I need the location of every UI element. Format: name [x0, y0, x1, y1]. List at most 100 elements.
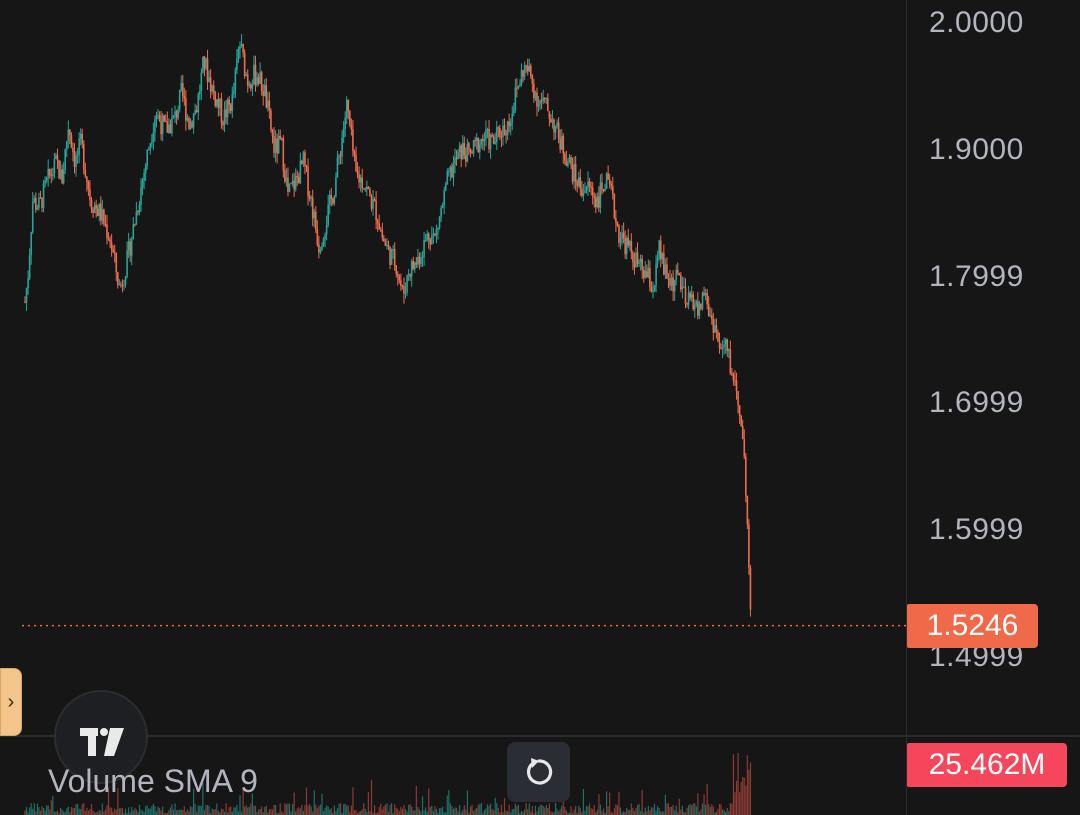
candle-body — [367, 186, 370, 189]
volume-bar — [530, 811, 532, 815]
candle-body — [536, 92, 538, 107]
candle-body — [362, 188, 365, 190]
volume-bar — [706, 783, 708, 815]
volume-bar — [53, 811, 55, 815]
volume-bar — [123, 812, 125, 815]
candle-body — [302, 152, 305, 165]
candle-body — [87, 181, 90, 190]
volume-bar — [326, 805, 328, 815]
candle-body — [79, 133, 82, 139]
volume-bar — [582, 788, 584, 815]
candle-body — [333, 196, 336, 204]
candle-body — [192, 113, 195, 128]
candle-body — [680, 274, 682, 290]
volume-bar — [471, 804, 473, 815]
volume-bar — [691, 805, 693, 815]
volume-bar — [632, 807, 634, 815]
volume-bar — [372, 812, 374, 815]
candle-body — [339, 155, 342, 157]
candle-body — [539, 100, 541, 105]
volume-pane[interactable] — [0, 737, 906, 815]
candle-body — [48, 168, 51, 176]
volume-indicator-title[interactable]: Volume SMA 9 — [48, 763, 258, 799]
price-axis[interactable]: 2.0000 1.9000 1.7999 1.6999 1.5999 1.499… — [906, 0, 1080, 735]
volume-bar — [146, 805, 148, 815]
candle-body — [236, 58, 238, 71]
candle-body — [465, 155, 467, 162]
volume-bar — [111, 807, 113, 815]
volume-bar — [369, 810, 371, 815]
tradingview-logo[interactable] — [54, 690, 148, 784]
candle-body — [212, 85, 215, 92]
volume-bar — [408, 804, 410, 815]
candle-body — [673, 279, 676, 292]
volume-bar — [398, 811, 400, 815]
candle-body — [601, 182, 603, 190]
volume-bar — [84, 810, 86, 815]
candle-body — [602, 189, 605, 192]
candle-body — [710, 315, 713, 320]
candle-body — [28, 255, 31, 279]
volume-bar — [293, 792, 295, 815]
candle-body — [656, 257, 659, 264]
candle-body — [257, 77, 260, 84]
candle-body — [330, 194, 333, 199]
volume-bar — [553, 811, 555, 815]
volume-bar — [315, 804, 317, 815]
candle-body — [157, 115, 159, 117]
candle-body — [350, 125, 353, 130]
candle-body — [240, 43, 243, 46]
candle-body — [594, 197, 597, 208]
volume-bar — [551, 812, 554, 815]
volume-bar — [291, 804, 294, 815]
candle-body — [90, 200, 93, 209]
price-plot[interactable] — [0, 0, 906, 735]
candle-body — [316, 229, 319, 245]
candle-body — [683, 286, 685, 288]
candle-body — [345, 99, 348, 118]
candle-body — [434, 233, 436, 236]
candle-body — [206, 58, 209, 82]
sidebar-expand-button[interactable]: › — [0, 668, 22, 736]
candle-body — [342, 128, 345, 138]
volume-bar — [236, 804, 238, 815]
volume-bar — [561, 805, 563, 815]
volume-bar — [443, 812, 445, 815]
price-pane[interactable] — [0, 0, 906, 735]
candle-body — [369, 188, 371, 197]
candle-body — [226, 99, 229, 118]
pane-divider[interactable] — [0, 735, 1080, 737]
candle-body — [743, 439, 746, 457]
candle-body — [446, 171, 449, 185]
volume-bar — [203, 810, 206, 815]
volume-bar — [593, 805, 595, 815]
volume-bar — [383, 806, 385, 815]
candle-body — [73, 152, 76, 167]
volume-bar — [124, 808, 127, 815]
volume-bar — [565, 810, 567, 815]
candle-body — [30, 232, 32, 256]
volume-bar — [248, 806, 250, 815]
candle-body — [417, 256, 419, 265]
reset-chart-button[interactable] — [507, 742, 570, 802]
candle-body — [322, 238, 325, 246]
candle-body — [379, 229, 382, 231]
volume-bar — [698, 811, 701, 815]
volume-bar — [177, 809, 179, 815]
candle-body — [523, 65, 526, 77]
candle-body — [124, 276, 127, 285]
candle-body — [311, 197, 314, 219]
candle-body — [543, 97, 546, 100]
candle-body — [607, 173, 609, 180]
candle-body — [52, 173, 54, 176]
volume-bar — [494, 797, 496, 815]
candle-body — [301, 160, 303, 165]
candle-body — [568, 156, 571, 162]
candle-body — [291, 180, 294, 184]
volume-bar — [412, 810, 414, 815]
candle-body — [630, 241, 633, 253]
volume-bar — [155, 811, 158, 815]
volume-bar — [63, 811, 65, 815]
volume-bar — [219, 812, 221, 815]
chevron-right-icon: › — [7, 690, 15, 713]
